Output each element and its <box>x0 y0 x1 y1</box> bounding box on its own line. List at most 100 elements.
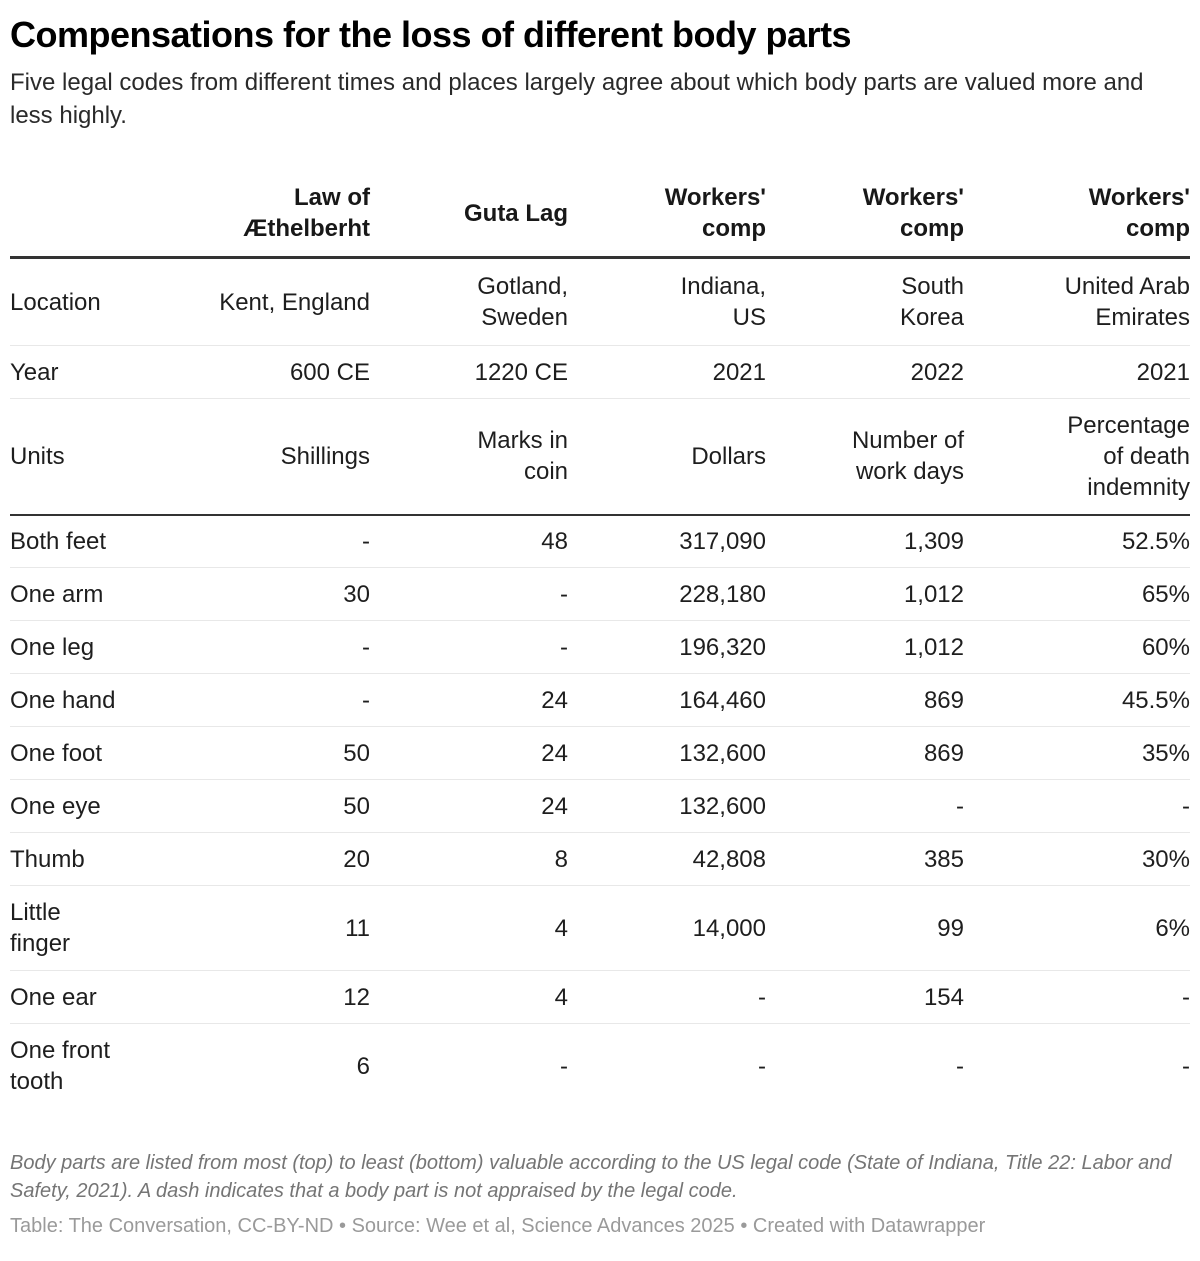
column-header-workers-comp-us: Workers' comp <box>568 182 766 259</box>
column-header-workers-comp-korea: Workers' comp <box>766 182 964 259</box>
cell: - <box>956 1052 964 1080</box>
chart-title: Compensations for the loss of different … <box>10 14 852 55</box>
cell: 228,180 <box>568 567 766 621</box>
cell: 20 <box>170 832 370 886</box>
column-header-blank <box>10 182 170 259</box>
cell: 196,320 <box>568 620 766 674</box>
cell: 869 <box>766 726 964 780</box>
cell: Marks in coin <box>370 398 568 516</box>
cell: Kent, England <box>170 257 370 346</box>
cell: 6% <box>964 885 1190 971</box>
cell: Dollars <box>568 398 766 516</box>
cell: 14,000 <box>568 885 766 971</box>
table-row: Little finger 11 4 14,000 99 6% <box>10 885 1190 971</box>
row-label: Location <box>10 257 170 346</box>
row-label: One ear <box>10 970 170 1024</box>
cell: 42,808 <box>568 832 766 886</box>
cell: 154 <box>766 970 964 1024</box>
cell: - <box>758 1052 766 1080</box>
table-row: One foot 50 24 132,600 869 35% <box>10 726 1190 780</box>
table-row: One ear 12 4 - 154 - <box>10 970 1190 1024</box>
cell: - <box>964 970 1190 1024</box>
cell: 132,600 <box>568 779 766 833</box>
row-label: One arm <box>10 567 170 621</box>
chart-source: Table: The Conversation, CC-BY-ND • Sour… <box>10 1214 986 1237</box>
cell: 45.5% <box>964 673 1190 727</box>
cell: 12 <box>170 970 370 1024</box>
meta-row-location: Location Kent, England Gotland, Sweden I… <box>10 257 1190 346</box>
row-label: One hand <box>10 673 170 727</box>
column-header-guta-lag: Guta Lag <box>370 182 568 259</box>
table-row: One leg - - 196,320 1,012 60% <box>10 620 1190 674</box>
chart-subtitle: Five legal codes from different times an… <box>10 69 1144 129</box>
cell: - <box>560 1052 568 1080</box>
cell: Number of work days <box>766 398 964 516</box>
cell: 65% <box>964 567 1190 621</box>
cell: - <box>370 620 568 674</box>
cell: 164,460 <box>568 673 766 727</box>
cell: 869 <box>766 673 964 727</box>
row-label: Little finger <box>10 885 170 971</box>
table-row: One arm 30 - 228,180 1,012 65% <box>10 567 1190 621</box>
cell: United Arab Emirates <box>964 257 1190 346</box>
cell: 4 <box>370 970 568 1024</box>
cell: - <box>370 567 568 621</box>
cell: 30 <box>170 567 370 621</box>
cell: - <box>1182 1052 1190 1080</box>
column-header-aethelberht: Law of Æthelberht <box>170 182 370 259</box>
row-label: One leg <box>10 620 170 674</box>
table-row: One front tooth 6 - - - - <box>10 1024 1190 1109</box>
cell: 6 <box>356 1052 370 1080</box>
compensation-table: Law of Æthelberht Guta Lag Workers' comp… <box>10 182 1190 1109</box>
meta-row-year: Year 600 CE 1220 CE 2021 2022 2021 <box>10 345 1190 399</box>
column-header-workers-comp-uae: Workers' comp <box>964 182 1190 259</box>
cell: Gotland, Sweden <box>370 257 568 346</box>
cell: 50 <box>170 726 370 780</box>
cell: 600 CE <box>170 345 370 399</box>
cell: 11 <box>170 885 370 971</box>
cell: 35% <box>964 726 1190 780</box>
cell: 24 <box>370 726 568 780</box>
row-label: One eye <box>10 779 170 833</box>
table-row: Both feet - 48 317,090 1,309 52.5% <box>10 514 1190 568</box>
cell: 317,090 <box>568 514 766 568</box>
meta-row-units: Units Shillings Marks in coin Dollars Nu… <box>10 398 1190 516</box>
cell: 1,012 <box>766 567 964 621</box>
cell: - <box>170 673 370 727</box>
cell: - <box>766 779 964 833</box>
cell: Shillings <box>170 398 370 516</box>
cell: 48 <box>370 514 568 568</box>
cell: Indiana, US <box>568 257 766 346</box>
cell: South Korea <box>766 257 964 346</box>
cell: 2021 <box>568 345 766 399</box>
cell: Percentage of death indemnity <box>964 398 1190 516</box>
row-label: One front tooth <box>10 1037 111 1096</box>
cell: - <box>170 620 370 674</box>
cell: - <box>568 970 766 1024</box>
cell: 132,600 <box>568 726 766 780</box>
row-label: Thumb <box>10 832 170 886</box>
cell: 2021 <box>964 345 1190 399</box>
cell: - <box>170 514 370 568</box>
cell: 385 <box>766 832 964 886</box>
cell: 52.5% <box>964 514 1190 568</box>
row-label: Both feet <box>10 514 170 568</box>
table-row: One eye 50 24 132,600 - - <box>10 779 1190 833</box>
table-row: One hand - 24 164,460 869 45.5% <box>10 673 1190 727</box>
cell: 99 <box>766 885 964 971</box>
row-label: One foot <box>10 726 170 780</box>
cell: 8 <box>370 832 568 886</box>
row-label: Units <box>10 398 170 516</box>
row-label: Year <box>10 345 170 399</box>
table-row: Thumb 20 8 42,808 385 30% <box>10 832 1190 886</box>
cell: 4 <box>370 885 568 971</box>
cell: 50 <box>170 779 370 833</box>
header-row: Law of Æthelberht Guta Lag Workers' comp… <box>10 182 1190 259</box>
cell: 2022 <box>766 345 964 399</box>
chart-notes: Body parts are listed from most (top) to… <box>10 1151 1172 1202</box>
cell: - <box>964 779 1190 833</box>
cell: 60% <box>964 620 1190 674</box>
cell: 30% <box>964 832 1190 886</box>
cell: 1220 CE <box>370 345 568 399</box>
